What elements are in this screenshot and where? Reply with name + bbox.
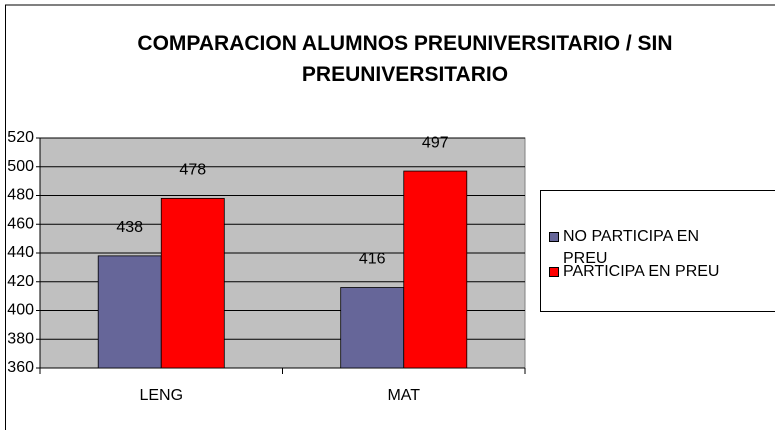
y-tick-label: 440 xyxy=(7,244,34,261)
y-tick-label: 520 xyxy=(7,129,34,146)
legend-label: NO PARTICIPA EN PREU xyxy=(563,228,700,267)
data-label: 497 xyxy=(422,134,449,151)
x-tick-label: MAT xyxy=(387,387,420,404)
bar xyxy=(97,255,162,369)
y-tick-label: 360 xyxy=(7,359,34,376)
bar xyxy=(340,287,405,369)
bar xyxy=(403,170,468,369)
x-tick-label: LENG xyxy=(139,387,183,404)
bar xyxy=(160,197,225,369)
y-tick-label: 500 xyxy=(7,158,34,175)
y-tick-label: 380 xyxy=(7,330,34,347)
chart-title: COMPARACION ALUMNOS PREUNIVERSITARIO / S… xyxy=(137,32,673,86)
legend-item: PARTICIPA EN PREU xyxy=(549,261,739,283)
data-label: 416 xyxy=(359,251,386,268)
legend-label: PARTICIPA EN PREU xyxy=(563,263,720,280)
legend-swatch xyxy=(549,267,559,277)
y-tick-label: 420 xyxy=(7,273,34,290)
legend-item: NO PARTICIPA EN PREU xyxy=(549,226,739,270)
data-label: 478 xyxy=(179,162,206,179)
legend: NO PARTICIPA EN PREU PARTICIPA EN PREU xyxy=(540,190,775,312)
y-tick-label: 460 xyxy=(7,215,34,232)
y-tick-label: 480 xyxy=(7,187,34,204)
legend-swatch xyxy=(549,232,559,242)
data-label: 438 xyxy=(116,219,143,236)
y-tick-label: 400 xyxy=(7,302,34,319)
